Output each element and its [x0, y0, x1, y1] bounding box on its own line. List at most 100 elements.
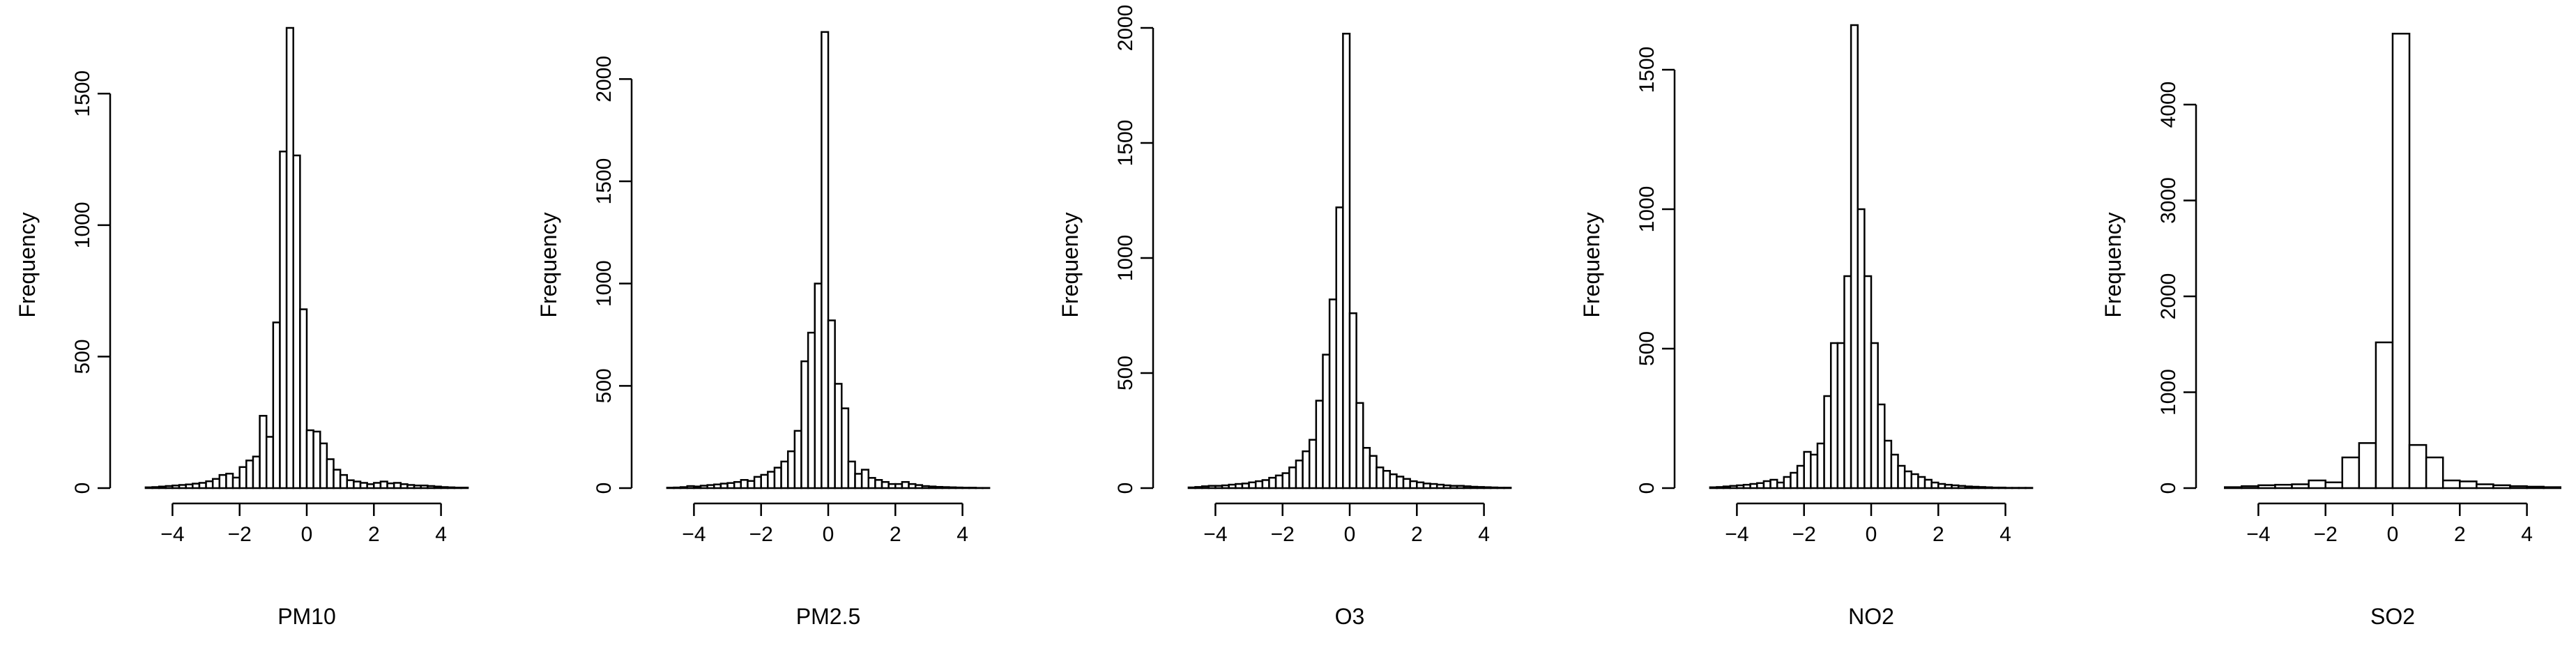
x-tick-label: −4 — [1203, 523, 1227, 546]
y-tick-label: 1500 — [71, 70, 94, 117]
histogram-bar — [1977, 486, 1986, 490]
histogram-bar — [2391, 33, 2411, 490]
histogram-bar — [928, 485, 937, 490]
histogram-bar — [1917, 476, 1926, 490]
y-tick-label: 1500 — [1114, 120, 1137, 167]
histogram-bar — [231, 476, 241, 490]
histogram-bar — [1971, 485, 1980, 490]
y-tick-label: 500 — [1114, 356, 1137, 390]
histogram-bar — [238, 466, 247, 490]
histogram-bar — [265, 436, 275, 490]
bars-no2 — [1709, 24, 2034, 490]
histogram-bar — [1776, 481, 1785, 490]
histogram-bar — [2274, 483, 2293, 490]
histogram-bar — [1201, 485, 1210, 490]
histogram-bar — [178, 484, 187, 490]
histogram-bar — [259, 415, 268, 490]
y-tick-label: 500 — [71, 339, 94, 374]
histogram-bar — [941, 486, 950, 490]
x-axis-label: PM10 — [277, 604, 336, 629]
histogram-bar — [961, 487, 970, 490]
histogram-bar — [753, 476, 762, 490]
x-tick-label: 4 — [435, 523, 447, 546]
x-axis-label: SO2 — [2370, 604, 2415, 629]
histogram-bar — [2224, 486, 2243, 490]
histogram-bar — [333, 469, 342, 490]
histogram-bar — [2291, 483, 2310, 490]
histogram-bar — [807, 331, 816, 490]
histogram-bar — [1382, 470, 1392, 490]
histogram-bar — [1796, 464, 1805, 490]
histogram-bar — [1857, 208, 1866, 490]
histogram-bar — [1910, 473, 1919, 490]
histogram-bar — [211, 478, 221, 490]
histogram-bar — [1322, 354, 1331, 490]
histogram-bar — [2441, 479, 2461, 490]
histogram-so2: −4 −2 0 2 4 0 1000 2000 3000 4000 SO2 Frequency — [2101, 33, 2561, 629]
histogram-bar — [1783, 476, 1792, 490]
x-tick-label: 0 — [301, 523, 313, 546]
histogram-bar — [881, 480, 890, 490]
histogram-bar — [874, 479, 883, 490]
histogram-bar — [713, 483, 722, 490]
histogram-pm25: −4 −2 0 2 4 0 500 1000 1500 2000 PM2.5 Frequency — [536, 31, 991, 629]
histogram-bar — [1870, 342, 1879, 490]
histogram-bar — [1790, 471, 1799, 490]
histogram-bar — [1235, 483, 1244, 490]
histogram-bar — [2543, 486, 2561, 490]
histogram-bar — [319, 442, 328, 490]
y-tick-label: 2000 — [593, 56, 616, 103]
histogram-bar — [887, 483, 897, 490]
histogram-bar — [793, 430, 802, 490]
y-tick-label: 500 — [593, 368, 616, 403]
histogram-bar — [954, 486, 963, 490]
histogram-bar — [1396, 476, 1405, 490]
histogram-bar — [198, 482, 207, 490]
y-tick-label: 2000 — [2157, 273, 2180, 320]
histogram-bar — [1456, 485, 1465, 490]
x-tick-label: −4 — [2246, 523, 2270, 546]
histogram-bar — [312, 430, 321, 490]
histogram-bar — [1470, 485, 1479, 490]
x-tick-label: −2 — [228, 523, 252, 546]
y-tick-label: 0 — [1636, 483, 1659, 494]
histogram-bar — [144, 486, 153, 490]
histogram-bar — [1274, 474, 1283, 490]
histogram-bar — [1288, 466, 1297, 490]
histogram-bar — [420, 484, 429, 490]
y-tick-label: 1500 — [593, 158, 616, 205]
bars-pm25 — [666, 31, 991, 490]
histogram-bar — [1214, 485, 1224, 490]
histogram-bar — [914, 484, 924, 490]
histogram-bar — [1409, 480, 1418, 490]
histogram-bar — [1435, 483, 1445, 490]
histogram-bar — [1716, 486, 1725, 490]
histogram-bar — [2308, 479, 2326, 490]
histogram-bar — [1295, 460, 1304, 490]
histogram-bar — [1483, 486, 1492, 490]
histogram-bar — [165, 485, 174, 490]
histogram-bar — [934, 485, 943, 490]
x-tick-label: 4 — [2521, 523, 2533, 546]
histogram-bar — [1315, 400, 1324, 490]
histogram-bar — [1463, 485, 1472, 490]
histogram-bar — [245, 460, 254, 490]
y-tick-label: 0 — [71, 483, 94, 494]
histogram-bar — [1308, 439, 1318, 490]
histogram-bar — [366, 483, 375, 490]
histogram-bar — [1194, 486, 1203, 490]
histogram-bar — [1241, 483, 1250, 490]
y-tick-label: 1000 — [71, 202, 94, 248]
histogram-bar — [894, 483, 904, 490]
histogram-bar — [1416, 481, 1425, 490]
histogram-bar — [393, 482, 402, 490]
histogram-bar — [821, 31, 830, 490]
histogram-bar — [1489, 486, 1499, 490]
histogram-bar — [1816, 442, 1825, 490]
histogram-pm10: −4 −2 0 2 4 0 500 1000 1500 PM10 Frequency — [15, 26, 469, 629]
x-axis-label: PM2.5 — [796, 604, 860, 629]
histogram-bar — [827, 319, 836, 490]
histogram-bar — [1328, 298, 1337, 490]
histogram-bar — [1422, 483, 1431, 490]
